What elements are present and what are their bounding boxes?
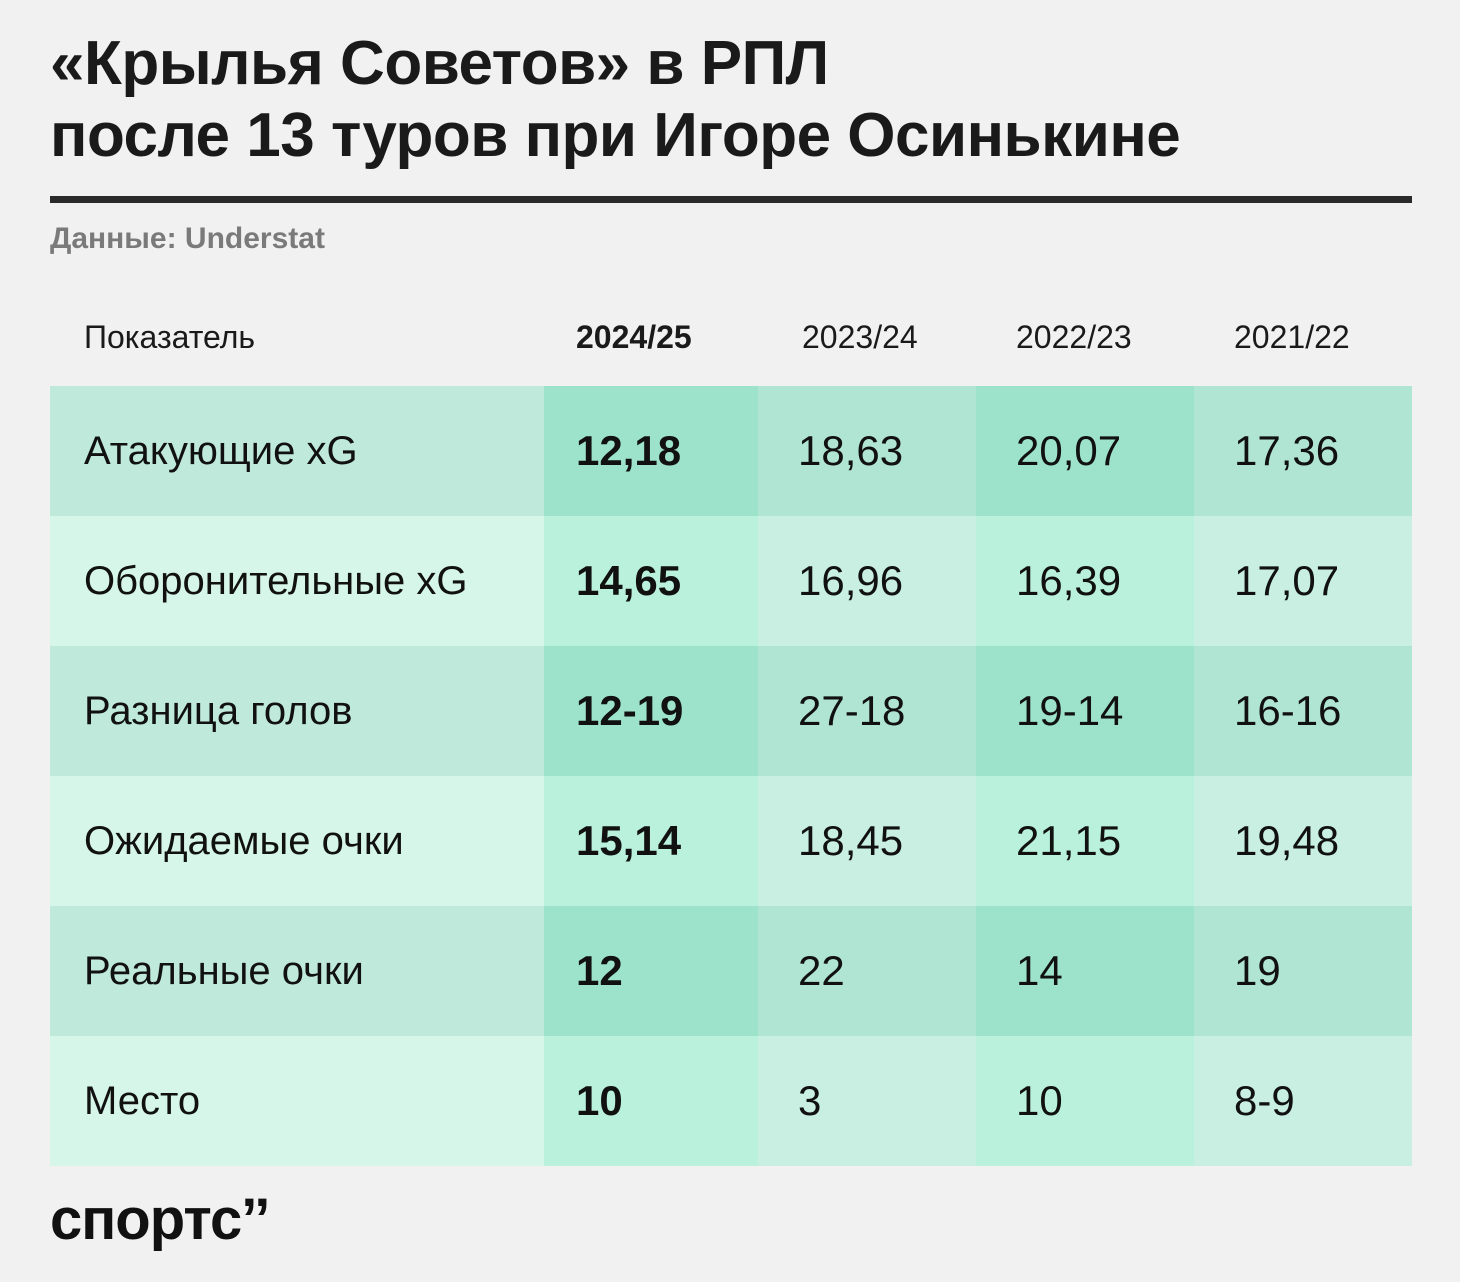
- column-header-metric: Показатель: [84, 319, 256, 355]
- value-cell: 10: [544, 1036, 758, 1166]
- sports-logo: спортс’’: [50, 1185, 270, 1255]
- value-cell: 27-18: [758, 646, 976, 776]
- row-label-cell: Место: [50, 1036, 544, 1166]
- value-cell: 19-14: [976, 646, 1194, 776]
- table-row: Реальные очки 12 22 14 19: [50, 906, 1412, 1036]
- row-label-cell: Разница голов: [50, 646, 544, 776]
- column-header-2022-23: 2022/23: [1016, 319, 1132, 355]
- value-cell: 17,36: [1194, 386, 1412, 516]
- value-cell: 15,14: [544, 776, 758, 906]
- value-cell: 16,39: [976, 516, 1194, 646]
- data-source: Данные: Understat: [50, 222, 325, 255]
- title-line-1: «Крылья Советов» в РПЛ: [50, 29, 829, 98]
- data-table: Атакующие xG 12,18 18,63 20,07 17,36 Оборонит…: [50, 386, 1412, 1166]
- value-cell: 12,18: [544, 386, 758, 516]
- value-cell: 19: [1194, 906, 1412, 1036]
- column-header-2023-24: 2023/24: [802, 319, 918, 355]
- table-row: Разница голов 12-19 27-18 19-14 16-16: [50, 646, 1412, 776]
- table-row: Место 10 3 10 8-9: [50, 1036, 1412, 1166]
- value-cell: 16-16: [1194, 646, 1412, 776]
- value-cell: 16,96: [758, 516, 976, 646]
- value-cell: 19,48: [1194, 776, 1412, 906]
- row-label-cell: Атакующие xG: [50, 386, 544, 516]
- column-header-2021-22: 2021/22: [1234, 319, 1350, 355]
- table-row: Атакующие xG 12,18 18,63 20,07 17,36: [50, 386, 1412, 516]
- value-cell: 21,15: [976, 776, 1194, 906]
- title-divider: [50, 196, 1412, 203]
- table-row: Ожидаемые очки 15,14 18,45 21,15 19,48: [50, 776, 1412, 906]
- row-label-cell: Оборонительные xG: [50, 516, 544, 646]
- value-cell: 8-9: [1194, 1036, 1412, 1166]
- title-line-2: после 13 туров при Игоре Осинькине: [50, 101, 1181, 170]
- chart-title: «Крылья Советов» в РПЛ после 13 туров пр…: [50, 28, 1410, 172]
- value-cell: 12: [544, 906, 758, 1036]
- column-header-2024-25: 2024/25: [576, 319, 692, 355]
- value-cell: 12-19: [544, 646, 758, 776]
- row-label-cell: Реальные очки: [50, 906, 544, 1036]
- logo-text: спортс’’: [50, 1187, 270, 1252]
- value-cell: 3: [758, 1036, 976, 1166]
- row-label-cell: Ожидаемые очки: [50, 776, 544, 906]
- value-cell: 14: [976, 906, 1194, 1036]
- value-cell: 14,65: [544, 516, 758, 646]
- value-cell: 18,63: [758, 386, 976, 516]
- value-cell: 20,07: [976, 386, 1194, 516]
- value-cell: 22: [758, 906, 976, 1036]
- value-cell: 17,07: [1194, 516, 1412, 646]
- value-cell: 18,45: [758, 776, 976, 906]
- value-cell: 10: [976, 1036, 1194, 1166]
- table-row: Оборонительные xG 14,65 16,96 16,39 17,07: [50, 516, 1412, 646]
